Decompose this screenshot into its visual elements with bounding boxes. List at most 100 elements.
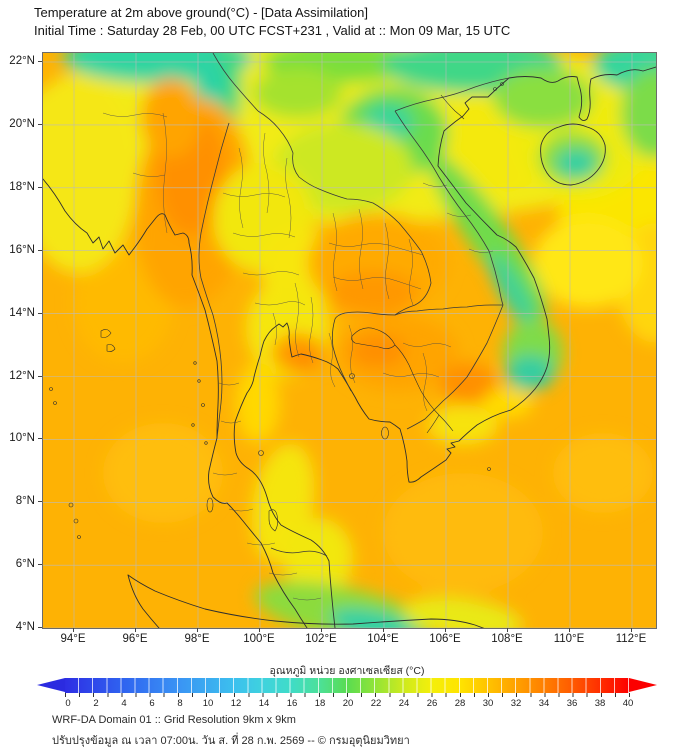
footer-domain-info: WRF-DA Domain 01 :: Grid Resolution 9km … [52,714,296,726]
temperature-blob [440,363,496,403]
border-cambodia-vietnam [406,304,504,430]
lon-tick [73,628,74,632]
lon-label: 98°E [184,633,210,645]
temperature-blob [428,405,498,445]
border-thailand-laos [257,110,432,316]
colorbar-title: อุณหภูมิ หน่วย องศาเซลเซียส (°C) [269,665,425,677]
temperature-blob [195,55,227,111]
lat-tick [38,627,42,629]
border-thailand-cambodia [331,311,396,392]
colorbar-tick-label: 0 [65,698,71,709]
temperature-blob [291,350,315,368]
lat-tick [38,61,42,62]
lat-tick [38,564,42,566]
border-myanmar-thailand [198,122,230,439]
lat-label: 16°N [9,243,35,256]
mekong-river [394,344,454,434]
temperature-blob [328,271,418,315]
colorbar-tick-label: 24 [398,698,410,709]
lon-label: 104°E [367,633,399,645]
lat-label: 4°N [15,621,35,634]
colorbar-segment-lines [65,678,629,693]
lon-tick [321,628,322,632]
lon-tick [569,628,570,632]
lon-tick [135,628,136,632]
colorbar-tick-label: 30 [482,698,494,709]
lat-label: 12°N [9,369,35,382]
colorbar-tick-label: 16 [286,698,298,709]
colorbar-tick-label: 18 [314,698,326,709]
lat-tick [38,249,42,251]
lon-label: 108°E [491,633,523,645]
temperature-blob [488,253,538,333]
colorbar-tick-label: 4 [121,698,127,709]
border-myanmar-china [212,53,259,112]
colorbar-tick-label: 40 [622,698,634,709]
lon-label: 100°E [243,633,275,645]
lat-tick [38,186,42,188]
lat-tick [38,312,42,314]
lon-tick [507,628,508,632]
temperature-blob [236,363,280,443]
temperature-blob [621,68,656,158]
temperature-blob [283,518,353,598]
temperature-field-blobs [43,53,656,628]
lon-label: 96°E [122,633,148,645]
lon-label: 112°E [615,633,647,645]
lat-label: 20°N [9,117,35,130]
temperature-blob [350,335,406,367]
colorbar-tick-label: 6 [149,698,155,709]
colorbar-tick-label: 22 [370,698,382,709]
border-china-vietnam [394,77,510,112]
lat-label: 18°N [9,180,35,193]
lon-tick [383,628,384,632]
small-islands [49,82,504,539]
coastline-sumatra-north [127,574,485,628]
colorbar-tick-label: 34 [538,698,550,709]
lat-tick [38,375,42,377]
lat-label: 8°N [15,495,35,508]
temperature-blob [556,149,596,177]
songkhla-lake [268,509,278,532]
lat-label: 14°N [9,306,35,319]
colorbar-tick-label: 2 [93,698,99,709]
colorbar-tick-label: 20 [342,698,354,709]
colorbar-left-arrow [37,678,65,692]
temperature-blob [533,218,643,308]
colorbar-tick-label: 36 [566,698,578,709]
lat-label: 22°N [9,55,35,67]
temperature-blob [493,68,593,128]
colorbar-tick-label: 8 [177,698,183,709]
coastline-sumatra-west [127,574,160,628]
colorbar-tick-label: 32 [510,698,522,709]
temperature-blob [328,608,418,628]
temperature-blob [553,433,653,513]
temperature-blob [141,78,201,158]
lon-tick [445,628,446,632]
temperature-blob [43,73,138,273]
lat-tick [38,501,42,503]
temperature-blob [103,423,223,523]
colorbar-tick-label: 38 [594,698,606,709]
coastline-gulf-vietnam-china [233,66,656,628]
chart-subtitle-valid-time: Initial Time : Saturday 28 Feb, 00 UTC F… [34,23,511,38]
temperature-blob [403,596,523,628]
lat-tick [38,438,42,440]
colorbar-right-arrow [629,678,657,692]
lon-tick [259,628,260,632]
coastline-hainan-island [540,123,606,186]
border-laos-vietnam [394,110,504,306]
lon-label: 102°E [305,633,337,645]
lat-label: 6°N [15,558,35,571]
temperature-blob [273,123,413,213]
red-river [440,94,465,120]
chart-title: Temperature at 2m above ground(°C) - [Da… [34,5,368,20]
border-malaysia-thailand [270,547,328,557]
map-plot-area [42,52,657,629]
country-border-layer [198,53,510,557]
lon-label: 94°E [60,633,86,645]
temperature-map-svg [43,53,656,628]
colorbar-minor-ticks [65,693,630,697]
colorbar-gradient-bar [65,678,629,693]
